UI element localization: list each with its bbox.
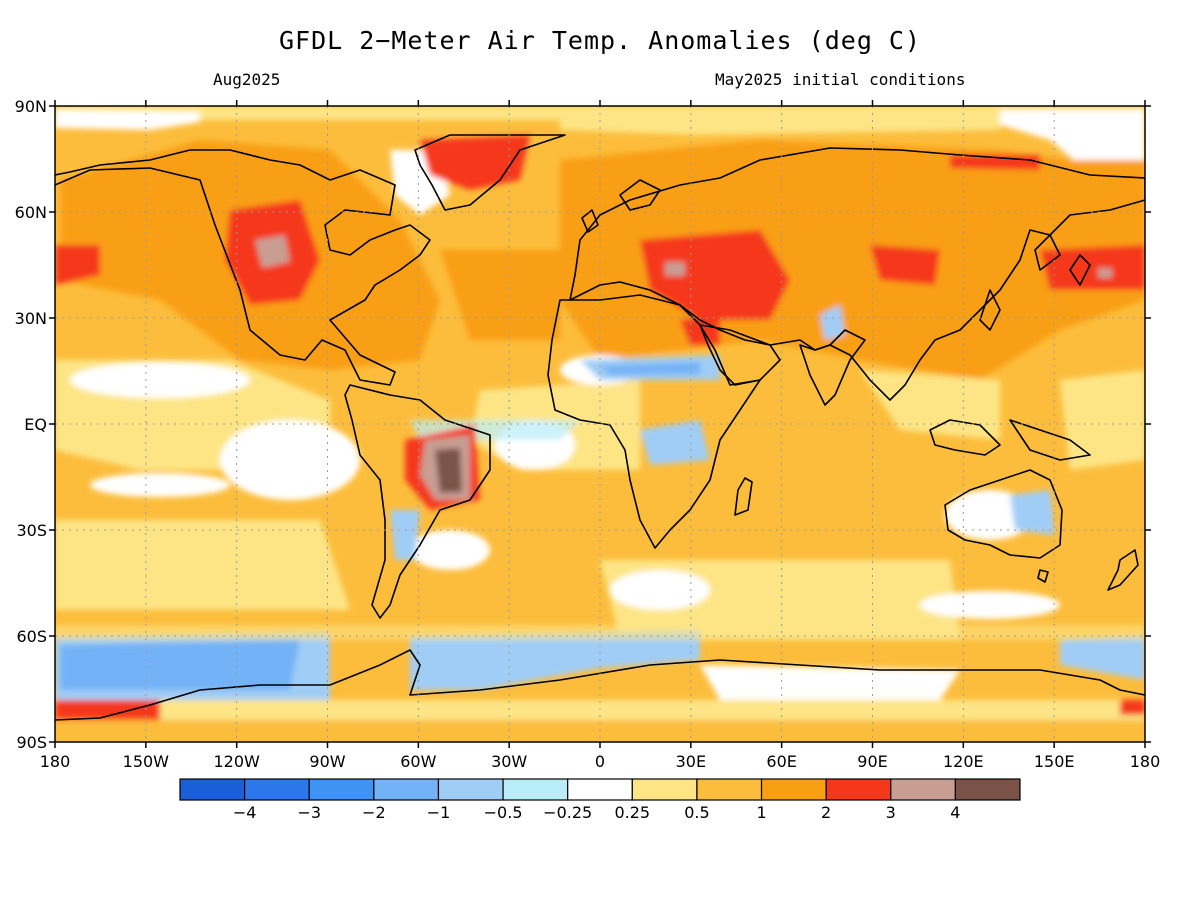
colorbar-label: −1 [427, 803, 451, 822]
coastlines [55, 134, 1145, 721]
lon-label: 150W [123, 752, 170, 771]
colorbar-label: −0.5 [484, 803, 523, 822]
lat-label: 90S [16, 733, 47, 752]
lon-label: 150E [1034, 752, 1075, 771]
lon-label: 180 [40, 752, 71, 771]
colorbar-label: 3 [886, 803, 896, 822]
lat-label: EQ [24, 415, 47, 434]
colorbar-swatch [631, 778, 698, 801]
valid-month-label: Aug2025 [213, 70, 281, 89]
chart-title: GFDL 2−Meter Air Temp. Anomalies (deg C) [278, 26, 922, 55]
lat-label: 60S [16, 627, 47, 646]
initial-conditions-label: May2025 initial conditions [715, 70, 966, 89]
lon-label: 30W [491, 752, 527, 771]
longitude-labels: 180 150W 120W 90W 60W 30W 0 30E 60E 90E 120E 150E 18… [40, 752, 1161, 771]
colorbar-swatch [437, 778, 504, 801]
colorbar-label: 0.5 [684, 803, 709, 822]
latitude-labels: 90N 60N 30N EQ 30S 60S 90S [15, 97, 47, 752]
colorbar-swatch [696, 778, 763, 801]
colorbar-swatch [890, 778, 956, 801]
axis-ticks [49, 100, 1151, 748]
colorbar-swatch [308, 778, 375, 801]
colorbar-swatch [244, 778, 310, 801]
lon-label: 60E [766, 752, 796, 771]
lat-label: 90N [15, 97, 47, 116]
lat-label: 30S [16, 521, 47, 540]
graticule [55, 106, 1145, 742]
lon-label: 90E [857, 752, 887, 771]
lon-label: 30E [676, 752, 706, 771]
lat-label: 30N [15, 309, 47, 328]
lon-label: 0 [595, 752, 605, 771]
colorbar-swatch [954, 778, 1021, 801]
colorbar-label: 0.25 [614, 803, 650, 822]
colorbar-label: 4 [950, 803, 960, 822]
lon-label: 90W [309, 752, 345, 771]
anomaly-field [55, 106, 1145, 742]
colorbar-swatch [825, 778, 892, 801]
colorbar-label: −0.25 [543, 803, 592, 822]
lon-label: 120E [943, 752, 984, 771]
colorbar-label: −2 [362, 803, 386, 822]
lon-label: 180 [1130, 752, 1161, 771]
colorbar-swatch [179, 778, 246, 801]
colorbar-label: 1 [756, 803, 766, 822]
lat-label: 60N [15, 203, 47, 222]
colorbar: −4 −3 −2 −1 −0.5 −0.25 0.25 0.5 1 2 3 4 [179, 778, 1021, 822]
colorbar-label: −3 [297, 803, 321, 822]
lon-label: 120W [213, 752, 260, 771]
colorbar-swatch [373, 778, 440, 801]
colorbar-swatch [760, 778, 827, 801]
colorbar-label: −4 [233, 803, 257, 822]
colorbar-swatch [502, 778, 569, 801]
colorbar-swatch [567, 778, 633, 801]
lon-label: 60W [400, 752, 436, 771]
colorbar-label: 2 [821, 803, 831, 822]
